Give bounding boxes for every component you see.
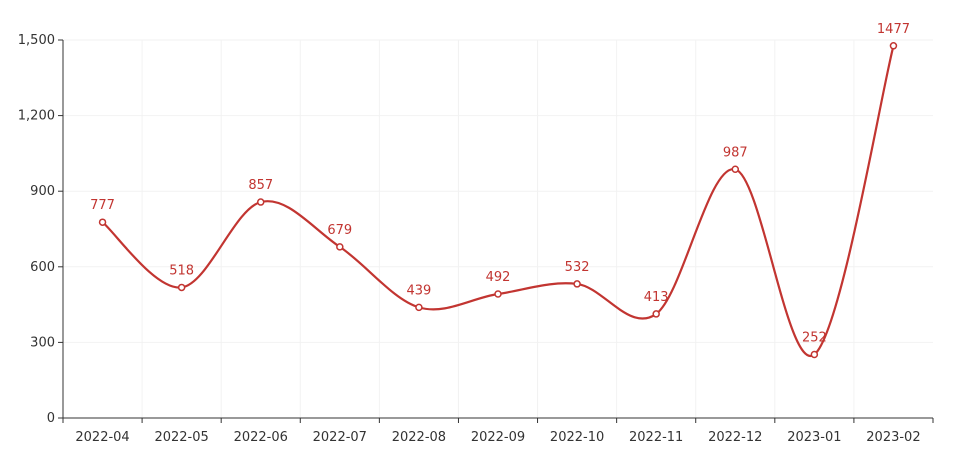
y-tick-label: 1,200	[18, 109, 55, 124]
data-label: 857	[248, 178, 273, 193]
x-tick-label: 2022-05	[154, 430, 208, 445]
data-label: 252	[802, 330, 827, 345]
x-tick-label: 2023-01	[787, 430, 841, 445]
data-label: 1477	[877, 22, 910, 37]
x-tick-label: 2022-10	[550, 430, 604, 445]
data-point	[731, 165, 740, 174]
data-point	[889, 42, 898, 50]
data-label: 532	[565, 260, 590, 275]
grid-layer	[63, 39, 933, 418]
data-point	[652, 310, 660, 318]
data-label: 518	[169, 263, 194, 278]
data-point	[494, 290, 502, 298]
y-tick-label: 1,500	[18, 33, 55, 48]
data-label: 987	[723, 145, 748, 160]
x-tick-label: 2022-12	[708, 430, 762, 445]
x-tick-label: 2022-06	[234, 430, 288, 445]
axis-layer: 0 300 600 900 1,200 1,500 2022-04 2022-05 2022-0…	[18, 33, 934, 445]
data-point	[336, 243, 344, 251]
data-label: 777	[90, 198, 115, 213]
x-tick-label: 2022-04	[75, 430, 129, 445]
data-label: 413	[644, 290, 669, 305]
data-label: 679	[327, 223, 352, 238]
series-layer	[98, 42, 898, 359]
x-tick-label: 2022-07	[313, 430, 367, 445]
x-tick-label: 2023-02	[866, 430, 920, 445]
series-line	[101, 45, 895, 358]
y-tick-label: 0	[47, 411, 55, 426]
x-tick-label: 2022-11	[629, 430, 683, 445]
data-point	[810, 350, 819, 359]
data-point	[256, 198, 265, 206]
data-label: 492	[486, 270, 511, 285]
y-tick-label: 600	[30, 260, 55, 275]
data-point	[177, 283, 186, 292]
data-point	[98, 218, 107, 226]
y-tick-label: 900	[30, 184, 55, 199]
y-tick-label: 300	[30, 335, 55, 350]
data-label: 439	[406, 283, 431, 298]
x-tick-label: 2022-09	[471, 430, 525, 445]
x-tick-label: 2022-08	[392, 430, 446, 445]
data-point	[415, 303, 423, 312]
data-point	[573, 280, 581, 288]
label-layer: 777 518 857 679 439 492 532 413 987 252 1477	[90, 22, 910, 346]
